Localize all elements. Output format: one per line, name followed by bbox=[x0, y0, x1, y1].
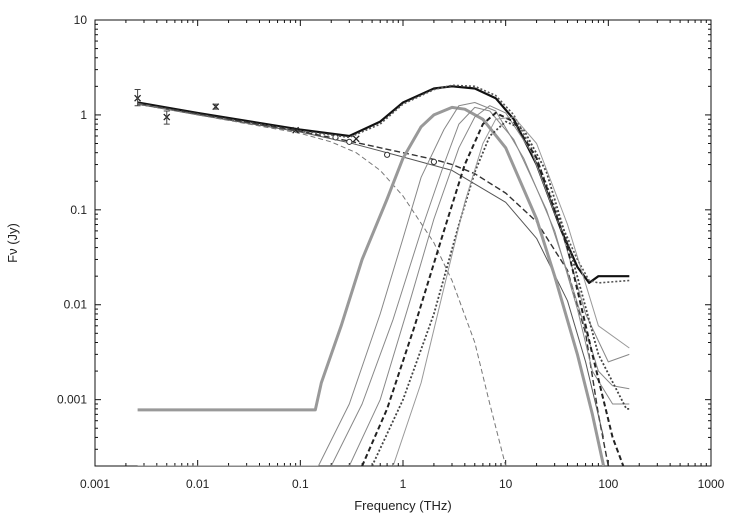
error-bar bbox=[212, 103, 219, 110]
x-axis-label: Frequency (THz) bbox=[354, 498, 452, 513]
series-layer bbox=[137, 84, 630, 466]
x-tick-label: 0.1 bbox=[292, 477, 309, 491]
y-tick-label: 10 bbox=[74, 13, 88, 27]
x-axis: 0.001 0.01 0.1 1 10 100 1000 bbox=[80, 20, 725, 491]
y-axis: 0.001 0.01 0.1 1 10 bbox=[57, 13, 711, 467]
error-bar bbox=[134, 89, 141, 107]
data-point-circle bbox=[383, 151, 391, 158]
data-point-circle bbox=[332, 134, 339, 141]
x-tick-label: 1000 bbox=[698, 477, 725, 491]
observations-layer bbox=[134, 89, 438, 165]
x-tick-label: 1 bbox=[400, 477, 407, 491]
series-line-3 bbox=[137, 102, 609, 466]
error-bar bbox=[163, 110, 170, 125]
x-tick-label: 0.001 bbox=[80, 477, 110, 491]
data-point-circle bbox=[430, 158, 438, 165]
data-point-cross bbox=[292, 126, 300, 134]
series-line-9 bbox=[348, 105, 630, 466]
series-line-10 bbox=[361, 111, 625, 466]
series-line-2 bbox=[137, 84, 630, 284]
data-point-circle bbox=[346, 138, 353, 145]
y-tick-label: 1 bbox=[80, 108, 87, 122]
series-line-12 bbox=[392, 116, 630, 466]
y-tick-label: 0.1 bbox=[70, 203, 87, 217]
series-line-5 bbox=[137, 103, 507, 466]
data-point-cross bbox=[352, 135, 360, 143]
y-tick-label: 0.01 bbox=[64, 298, 88, 312]
data-point-cross bbox=[212, 103, 220, 111]
y-axis-label: Fν (Jy) bbox=[5, 223, 20, 263]
y-tick-label: 0.001 bbox=[57, 393, 87, 407]
series-line-1 bbox=[137, 85, 630, 284]
x-tick-label: 10 bbox=[499, 477, 513, 491]
data-point-cross bbox=[163, 110, 171, 125]
x-tick-label: 0.01 bbox=[186, 477, 210, 491]
series-line-7 bbox=[137, 102, 630, 466]
data-point-cross bbox=[134, 89, 142, 107]
series-line-11 bbox=[371, 120, 630, 466]
x-tick-label: 100 bbox=[598, 477, 618, 491]
series-line-6 bbox=[137, 105, 606, 466]
series-line-4 bbox=[137, 103, 605, 438]
